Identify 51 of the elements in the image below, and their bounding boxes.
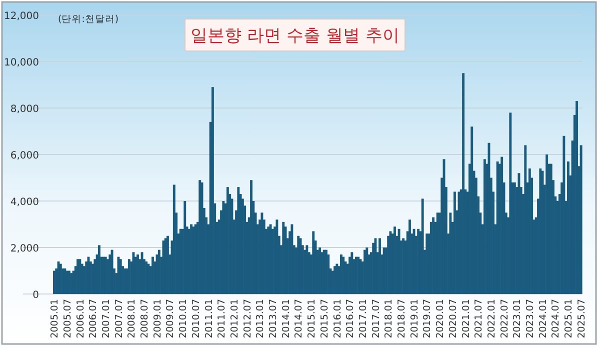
x-tick-label: 2006.07 (88, 299, 100, 338)
x-tick-label: 2014.07 (294, 299, 305, 338)
x-tick-label: 2020.07 (448, 299, 459, 338)
x-tick-label: 2018.01 (384, 299, 395, 338)
x-tick-label: 2016.01 (332, 299, 344, 338)
x-tick-label: 2007.07 (114, 299, 125, 338)
x-tick-label: 2019.01 (409, 299, 420, 338)
x-tick-label: 2008.01 (126, 299, 138, 338)
x-tick-label: 2023.01 (512, 299, 524, 338)
x-tick-label: 2010.01 (178, 299, 190, 338)
x-tick-label: 2021.07 (474, 299, 485, 338)
x-tick-label: 2017.01 (358, 299, 369, 338)
x-tick-label: 2016.07 (345, 299, 356, 338)
x-tick-label: 2018.07 (396, 299, 408, 338)
x-tick-label: 2015.07 (319, 299, 330, 338)
x-tick-label: 2023.07 (525, 299, 536, 338)
y-tick-label: 6,000 (10, 150, 39, 162)
x-tick-label: 2008.07 (140, 299, 151, 338)
y-tick-label: 12,000 (4, 11, 39, 22)
x-tick-label: 2013.07 (268, 299, 280, 338)
x-tick-label: 2014.01 (280, 299, 292, 338)
y-tick-label: 8,000 (10, 104, 39, 115)
y-tick-label: 2,000 (10, 244, 39, 254)
x-tick-label: 2009.01 (152, 299, 164, 338)
x-tick-label: 2025.01 (564, 299, 575, 338)
x-tick-label: 2022.01 (486, 299, 498, 338)
x-tick-label: 2020.01 (435, 299, 446, 338)
x-tick-label: 2013.01 (255, 299, 266, 338)
x-tick-label: 2025.07 (576, 299, 588, 338)
x-tick-label: 2024.01 (538, 299, 549, 338)
x-tick-label: 2017.07 (370, 299, 382, 338)
text: 일본향 라면 수출 월별 추이 (190, 26, 400, 46)
x-tick-label: 2011.01 (204, 299, 215, 338)
x-tick-label: 2011.07 (216, 299, 228, 338)
x-tick-label: 2012.01 (229, 299, 240, 338)
x-tick-label: 2005.01 (50, 299, 61, 338)
x-tick-label: 2012.07 (242, 299, 254, 338)
x-tick-label: 2006.01 (75, 299, 86, 338)
y-axis-title: (단위:천달러) (58, 14, 119, 25)
x-tick-label: 2024.07 (550, 299, 562, 338)
y-tick-label: 4,000 (10, 197, 39, 208)
x-tick-label: 2015.01 (306, 299, 318, 338)
x-tick-label: 2019.07 (422, 299, 434, 338)
x-tick-label: 2007.01 (100, 299, 112, 338)
y-tick-label: 0 (32, 290, 39, 301)
x-tick-label: 2010.07 (190, 299, 202, 338)
y-tick-label: 10,000 (4, 58, 39, 68)
x-tick-label: 2021.01 (460, 299, 472, 338)
x-tick-label: 2009.07 (165, 299, 176, 338)
x-tick-label: 2005.07 (62, 299, 74, 338)
x-tick-label: 2022.07 (499, 299, 510, 338)
